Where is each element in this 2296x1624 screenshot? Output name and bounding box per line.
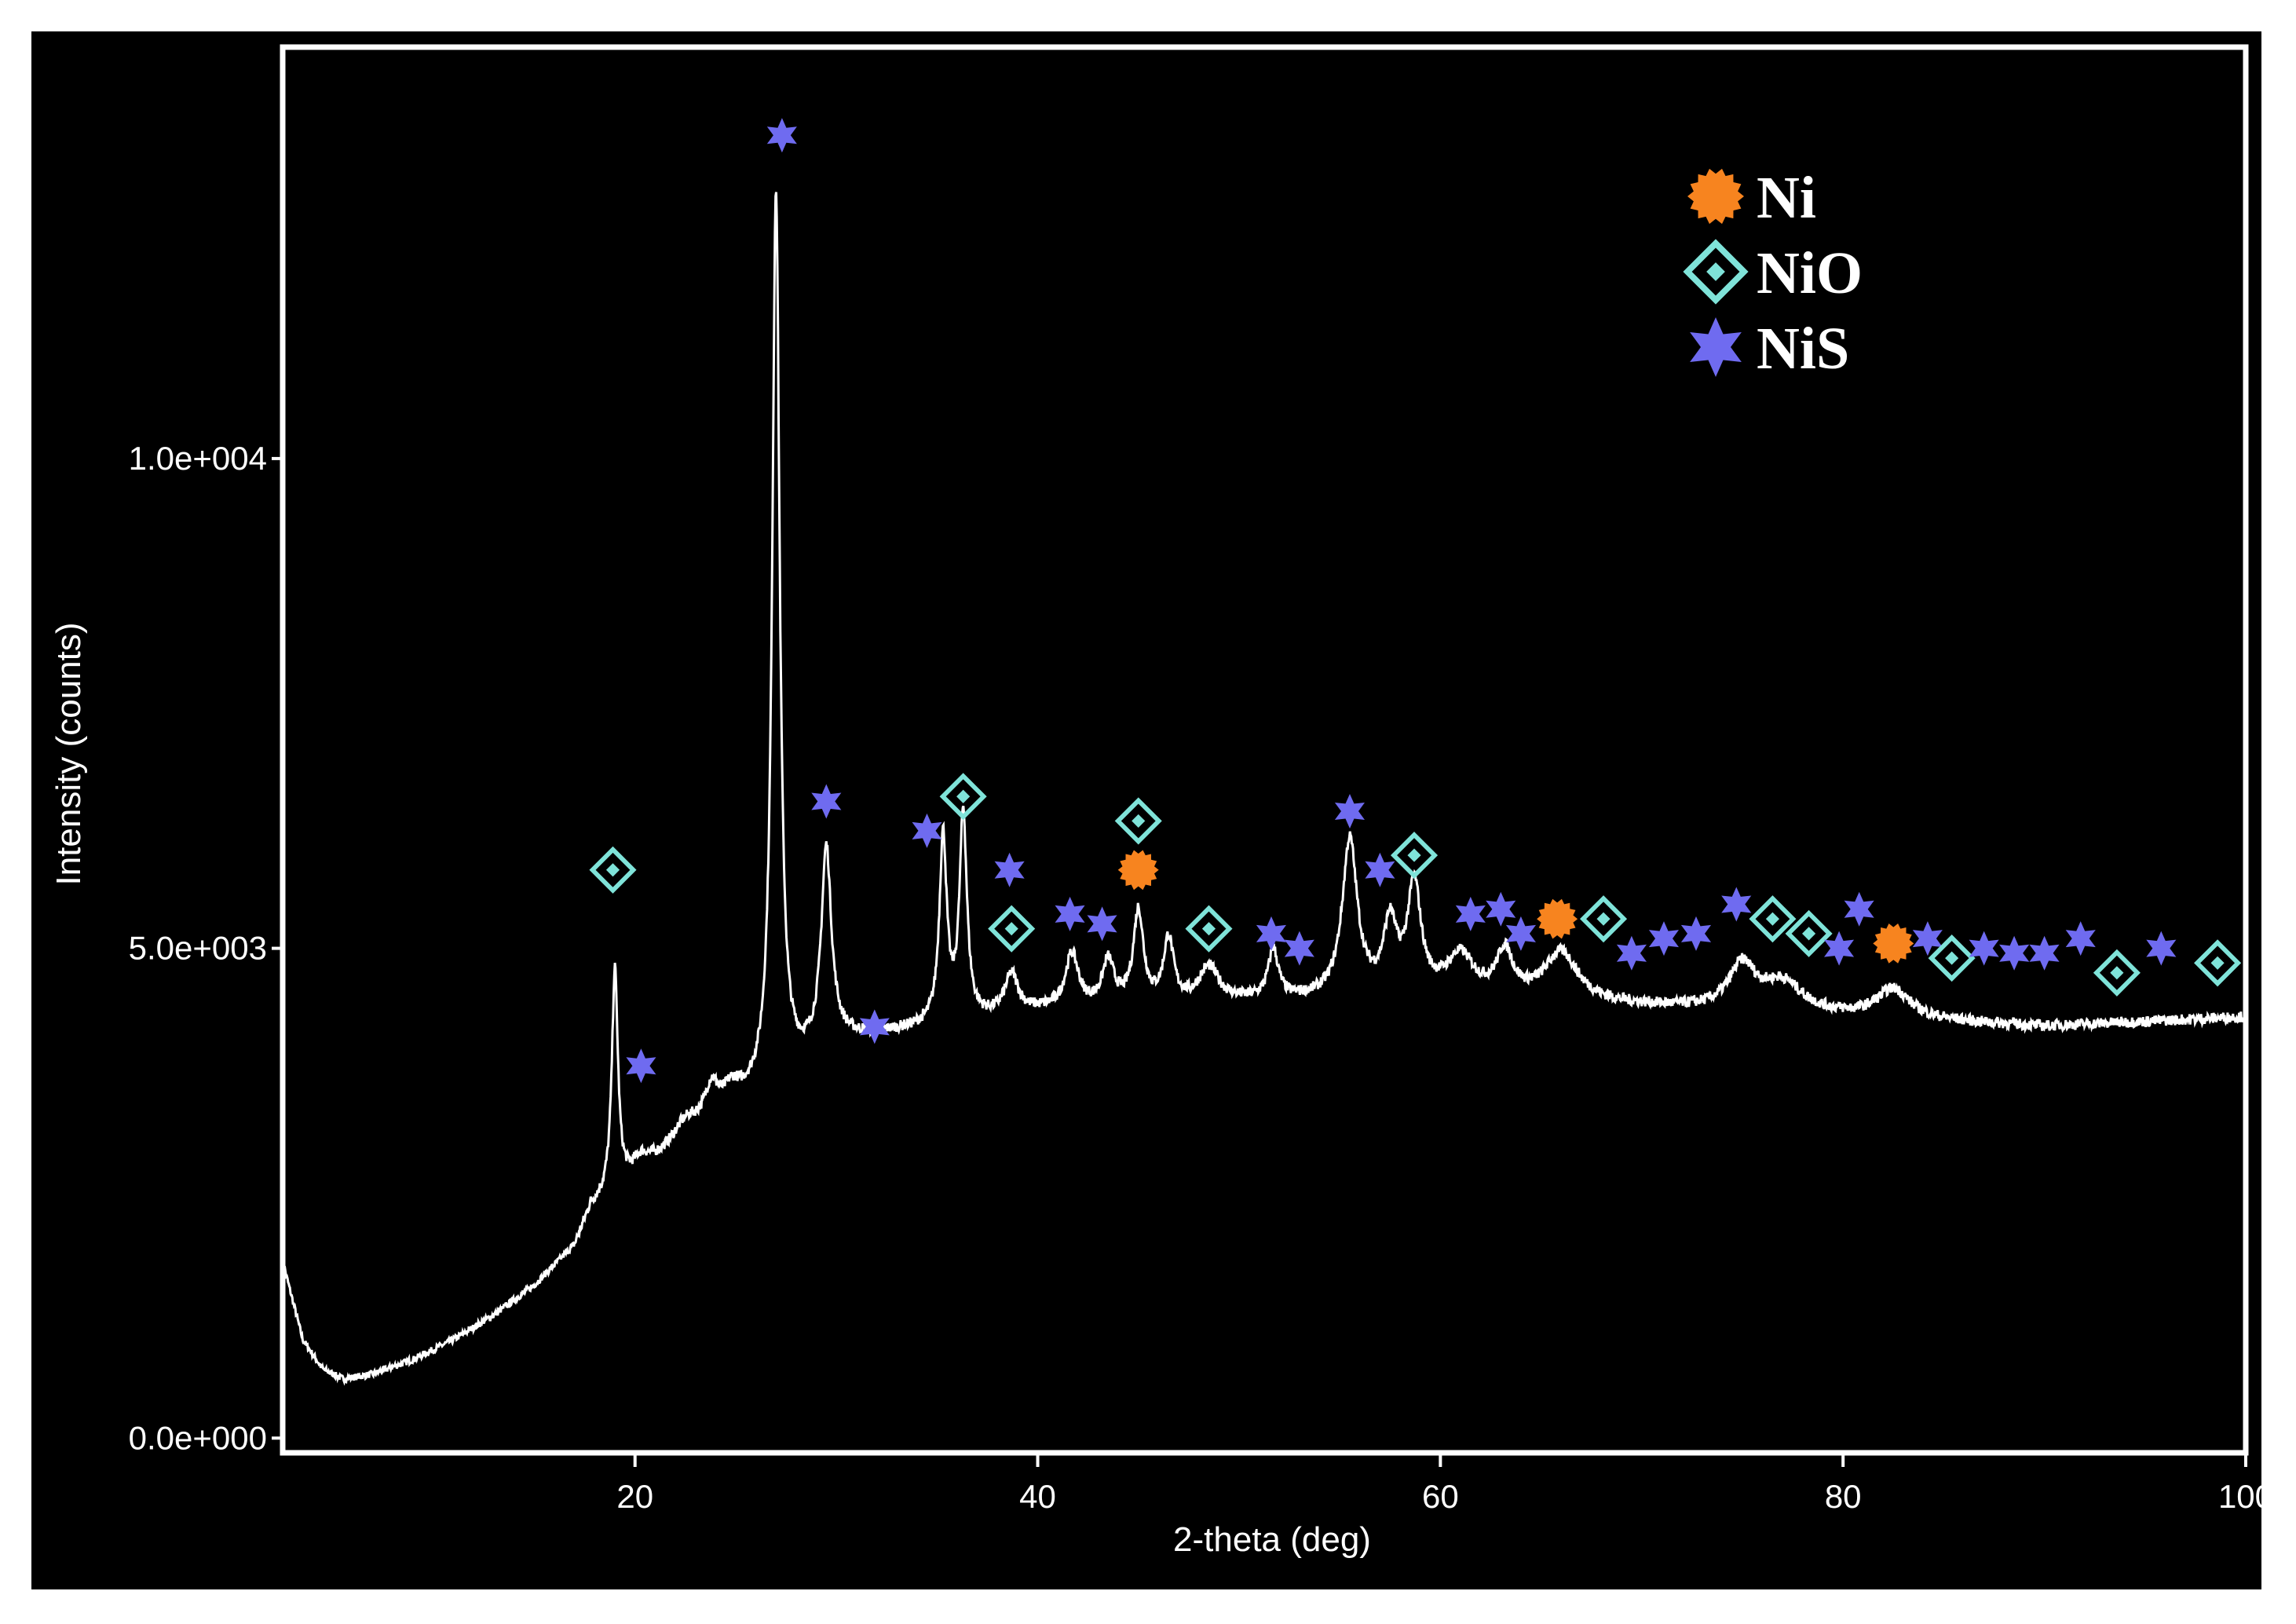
marker-nio	[1390, 832, 1439, 880]
y-tick-label: 0.0e+000	[129, 1419, 267, 1456]
marker-nio	[2093, 949, 2141, 997]
x-axis-label: 2-theta (deg)	[1173, 1520, 1371, 1559]
marker-nio	[1785, 909, 1833, 957]
marker-nio	[1749, 895, 1797, 943]
marker-nis	[859, 1009, 890, 1044]
marker-nis	[811, 784, 842, 819]
marker-nio	[988, 905, 1036, 953]
marker-nis	[1824, 931, 1855, 966]
marker-nis	[1680, 916, 1712, 951]
chart-frame: 20 40 60 80 100 0.0e+000 5.0e+003 1.0e+004 2-t…	[31, 31, 2261, 1589]
marker-nis	[1505, 916, 1536, 951]
y-tick-label: 5.0e+003	[129, 930, 267, 967]
x-tick-label: 100	[2218, 1478, 2261, 1515]
legend: Ni NiO NiS	[1683, 165, 1863, 382]
legend-label-nio: NiO	[1757, 240, 1863, 306]
marker-ni	[1117, 850, 1159, 891]
plot-area-border	[280, 44, 2249, 1456]
xrd-trace	[281, 192, 2247, 1386]
marker-ni	[1537, 898, 1578, 939]
marker-nis	[2029, 935, 2060, 971]
marker-nis	[994, 852, 1025, 887]
marker-nio	[1580, 895, 1628, 943]
marker-nis	[1999, 935, 2030, 971]
marker-nis	[2065, 921, 2096, 956]
marker-nis	[1912, 921, 1943, 956]
marker-nio	[2194, 939, 2242, 987]
x-axis-ticks: 20 40 60 80 100	[616, 1453, 2261, 1515]
marker-nis	[1087, 906, 1117, 942]
legend-symbol-nis	[1690, 317, 1742, 377]
marker-nis	[1284, 931, 1314, 966]
marker-nis	[1055, 896, 1085, 931]
trace-layer	[281, 192, 2247, 1386]
marker-nis	[1616, 935, 1647, 971]
x-tick-label: 40	[1019, 1478, 1056, 1515]
marker-nis	[1455, 896, 1486, 931]
marker-nis	[1256, 916, 1286, 951]
marker-layer	[589, 118, 2242, 1084]
marker-nis	[1365, 852, 1395, 887]
marker-nis	[1486, 891, 1516, 927]
x-tick-label: 60	[1422, 1478, 1459, 1515]
marker-nis	[1721, 887, 1752, 922]
legend-label-nis: NiS	[1757, 316, 1849, 382]
marker-ni	[1873, 924, 1914, 964]
legend-symbol-ni	[1687, 168, 1744, 225]
xrd-chart: 20 40 60 80 100 0.0e+000 5.0e+003 1.0e+004 2-t…	[49, 44, 2261, 1559]
marker-nis	[2146, 931, 2177, 966]
marker-nio	[1928, 935, 1976, 982]
marker-nio	[939, 773, 987, 821]
legend-label-ni: Ni	[1757, 165, 1816, 231]
y-axis-ticks: 0.0e+000 5.0e+003 1.0e+004	[129, 440, 283, 1456]
x-tick-label: 80	[1825, 1478, 1862, 1515]
marker-nis	[626, 1048, 656, 1084]
y-axis-label: Intensity (counts)	[49, 622, 88, 885]
marker-nio	[1114, 797, 1162, 845]
marker-nis	[1844, 891, 1874, 927]
x-tick-label: 20	[616, 1478, 653, 1515]
marker-nis	[766, 118, 797, 153]
marker-nis	[912, 813, 942, 848]
marker-nis	[1648, 921, 1679, 956]
marker-nio	[1185, 905, 1233, 953]
marker-nio	[589, 846, 637, 894]
marker-nis	[1334, 794, 1365, 828]
y-tick-label: 1.0e+004	[129, 440, 267, 477]
marker-nis	[1969, 931, 1999, 966]
legend-symbol-nio	[1683, 239, 1749, 305]
